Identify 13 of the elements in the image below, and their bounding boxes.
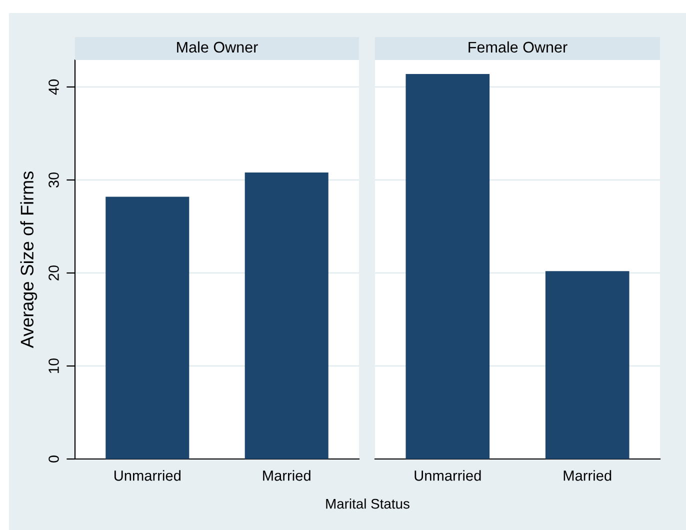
y-tick-label: 10	[48, 358, 59, 373]
x-tick-label: Unmarried	[114, 470, 180, 481]
y-tick-label: 30	[48, 172, 59, 188]
y-tick-label: 0	[48, 456, 59, 462]
chart-title: Female Owner	[468, 41, 568, 53]
y-tick-label: 40	[48, 79, 59, 95]
chart-title: Male Owner	[177, 41, 258, 53]
x-axis-title: Marital Status	[326, 498, 410, 509]
x-tick-label: Married	[564, 470, 612, 481]
x-tick-label: Married	[263, 470, 310, 481]
x-tick-label: Unmarried	[414, 470, 481, 481]
y-axis-title: Average Size of Firms	[20, 172, 38, 348]
y-tick-label: 20	[48, 265, 59, 280]
